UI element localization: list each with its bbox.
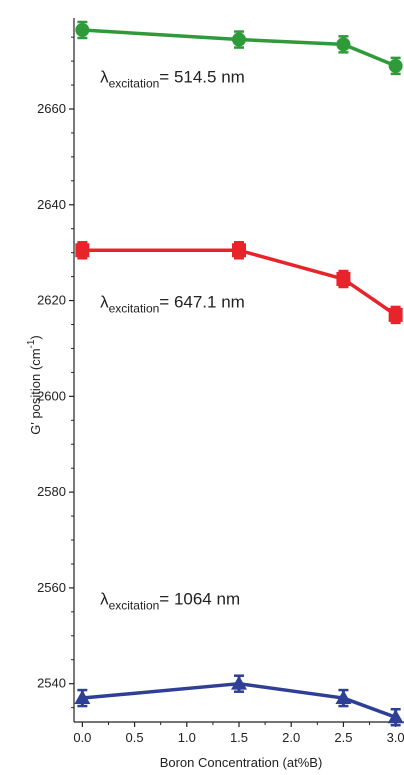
data-point [388, 58, 403, 73]
y-axis-label-close: ) [28, 335, 43, 339]
x-tick-label: 0.5 [126, 730, 144, 745]
data-point [336, 272, 351, 287]
series-2 [75, 241, 403, 325]
x-tick-label: 3.0 [387, 730, 404, 745]
lambda-subscript: excitation [109, 77, 160, 91]
data-point [336, 37, 351, 52]
y-tick-label: 2660 [37, 101, 66, 116]
y-tick-label: 2560 [37, 580, 66, 595]
lambda-subscript: excitation [109, 302, 160, 316]
wavelength-value: = 1064 nm [159, 590, 240, 609]
series-2-annotation: λexcitation= 647.1 nm [100, 293, 245, 316]
x-tick-label: 1.0 [178, 730, 196, 745]
wavelength-value: = 514.5 nm [159, 68, 245, 87]
series-line [82, 681, 397, 719]
series-layer [74, 20, 404, 727]
data-point [232, 32, 246, 47]
series-3-annotation: λexcitation= 1064 nm [100, 590, 240, 613]
data-point [232, 243, 246, 258]
x-tick-label: 2.5 [334, 730, 352, 745]
wavelength-value: = 647.1 nm [159, 293, 245, 312]
y-tick-label: 2600 [37, 388, 66, 403]
y-axis-label-sup: -1 [26, 339, 37, 348]
data-point [75, 243, 90, 258]
data-point [388, 307, 403, 322]
series-1 [75, 20, 403, 76]
series-3 [74, 674, 404, 727]
series-1-annotation: λexcitation= 514.5 nm [100, 68, 245, 91]
x-axis-label: Boron Concentration (at%B) [160, 755, 323, 770]
lambda-symbol: λ [100, 590, 109, 609]
data-point [231, 675, 247, 690]
data-point [387, 709, 404, 724]
lambda-symbol: λ [100, 68, 109, 87]
y-axis-label: G' position (cm-1) [26, 335, 43, 435]
x-tick-label: 0.0 [73, 730, 91, 745]
x-tick-label: 1.5 [230, 730, 248, 745]
lambda-subscript: excitation [109, 599, 160, 613]
data-point [74, 690, 91, 705]
axes: 2540 2560 2580 2600 2620 2640 2660 0.0 0.5 1.0 1.5… [37, 18, 404, 745]
lambda-symbol: λ [100, 293, 109, 312]
y-tick-label: 2640 [37, 197, 66, 212]
data-point [335, 690, 352, 705]
y-tick-label: 2580 [37, 484, 66, 499]
x-tick-label: 2.0 [282, 730, 300, 745]
series-line [82, 28, 397, 68]
y-tick-label: 2540 [37, 676, 66, 691]
series-line [82, 248, 397, 317]
y-axis-label-text: G' position (cm [28, 348, 43, 434]
y-tick-label: 2620 [37, 293, 66, 308]
data-point [75, 22, 90, 37]
